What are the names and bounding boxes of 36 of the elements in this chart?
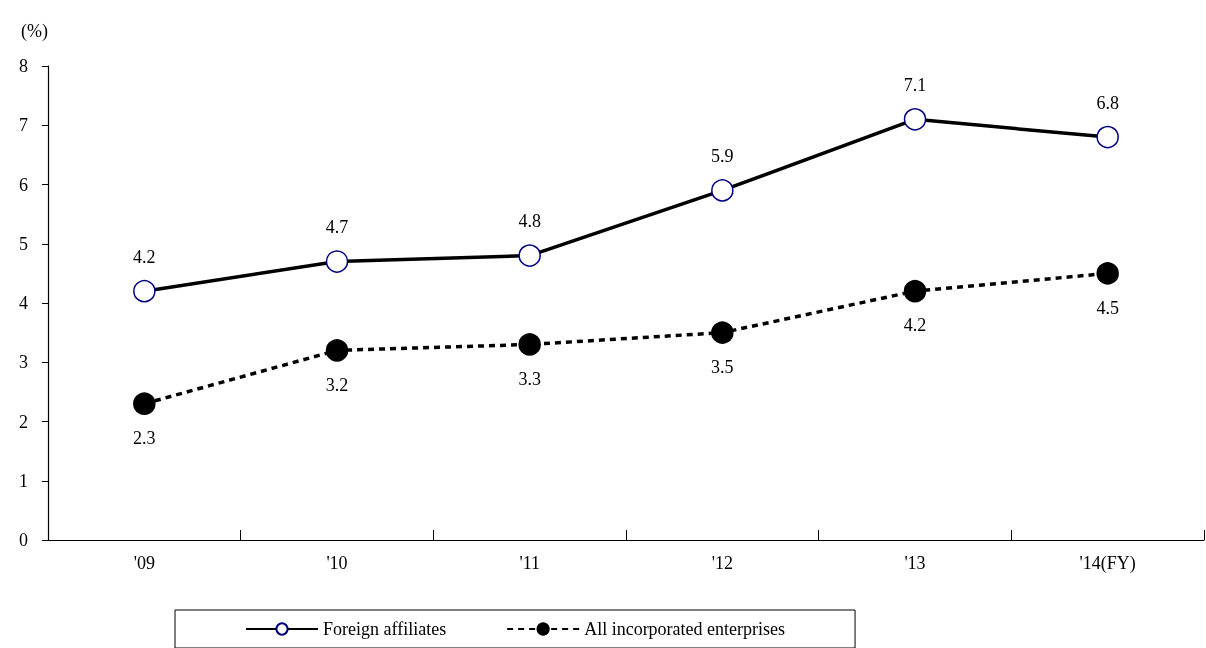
y-tick-label: 0	[19, 530, 28, 550]
y-tick-label: 7	[19, 115, 28, 136]
x-tick-label: '11	[519, 553, 540, 573]
point	[903, 279, 927, 303]
data-label: 4.5	[1096, 297, 1119, 318]
point	[1096, 262, 1119, 285]
y-axis-title: (%)	[21, 21, 48, 42]
point	[711, 321, 734, 344]
data-label: 3.2	[325, 374, 349, 395]
data-label: 2.3	[133, 427, 156, 448]
legend-label: Foreign affiliates	[323, 619, 447, 639]
data-label: 4.2	[903, 315, 927, 336]
x-tick-label: '10	[326, 553, 348, 573]
data-label: 7.1	[903, 75, 927, 96]
y-tick-label: 2	[19, 411, 28, 432]
point	[518, 333, 541, 356]
x-tick-label: '09	[133, 553, 155, 573]
x-tick-label: '13	[904, 553, 926, 573]
data-label: 3.3	[518, 368, 541, 389]
y-tick-label: 1	[19, 470, 28, 491]
y-tick-label: 4	[19, 293, 28, 313]
y-tick-label: 5	[19, 233, 28, 254]
data-label: 5.9	[711, 146, 734, 167]
x-tick-label: '14(FY)	[1079, 553, 1136, 574]
data-label: 4.7	[325, 217, 349, 238]
y-tick-label: 6	[19, 174, 28, 195]
data-label: 4.2	[133, 246, 156, 267]
data-label: 4.8	[518, 211, 541, 232]
point	[325, 339, 349, 362]
x-tick-label: '12	[711, 553, 733, 573]
data-label: 6.8	[1096, 92, 1119, 113]
point	[133, 392, 156, 415]
data-label: 3.5	[711, 356, 734, 377]
y-tick-label: 8	[19, 56, 28, 76]
legend-label: All incorporated enterprises	[584, 619, 786, 639]
y-tick-label: 3	[19, 352, 28, 373]
